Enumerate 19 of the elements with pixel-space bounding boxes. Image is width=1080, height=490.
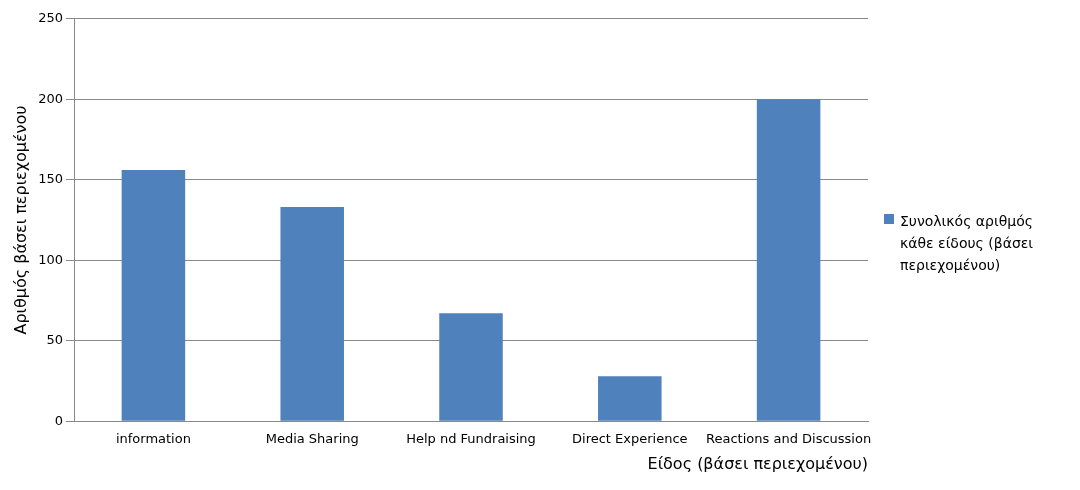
x-tick-label: Media Sharing (265, 431, 359, 447)
bar (439, 313, 503, 421)
y-tick-label: 0 (54, 412, 64, 428)
y-axis-title: Αριθμός βάσει περιεχομένου (10, 105, 30, 335)
legend-label: Συνολικός αριθμός κάθε είδους (βάσει περιεχομένου) (900, 212, 1035, 275)
bar (756, 99, 821, 421)
y-tick-label: 50 (46, 332, 64, 348)
x-tick-label: information (115, 431, 191, 447)
y-tick-label: 150 (38, 171, 64, 187)
y-tick-label: 200 (38, 90, 64, 106)
y-tick-label: 100 (38, 251, 64, 267)
y-tick-label: 250 (38, 10, 64, 26)
x-tick-label: Reactions and Discussion (706, 431, 872, 447)
bar (280, 207, 344, 421)
x-tick-label: Direct Experience (572, 431, 688, 447)
bar (598, 376, 662, 421)
bar (121, 170, 186, 421)
x-axis-title: Είδος (βάσει περιεχομένου) (647, 453, 868, 473)
x-tick-label: Help nd Fundraising (406, 431, 536, 447)
